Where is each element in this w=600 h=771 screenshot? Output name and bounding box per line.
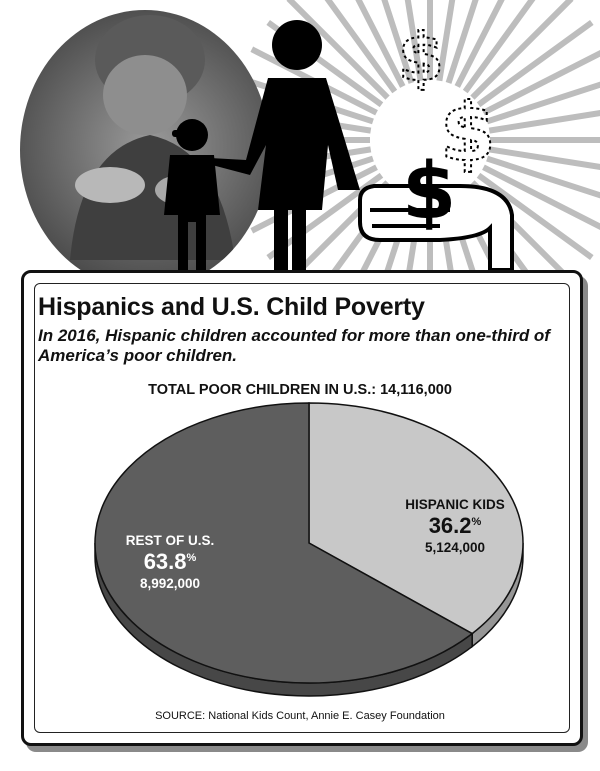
svg-text:$: $ (402, 147, 456, 237)
photo-of-child (20, 10, 270, 290)
slice-count-2: 8,992,000 (140, 576, 200, 591)
total-poor-children-label: TOTAL POOR CHILDREN IN U.S.: 14,116,000 (148, 382, 452, 398)
dollar-icon: $ $ $ (397, 18, 497, 237)
child-silhouette-icon (164, 119, 220, 270)
svg-text:$: $ (398, 19, 444, 96)
chart-subtitle: In 2016, Hispanic children accounted for… (38, 326, 550, 365)
header-illustration: $ $ $ (20, 0, 600, 290)
slice-label-2: REST OF U.S. (126, 533, 215, 548)
chart-card-inner-border (34, 283, 570, 733)
slice-label-1: HISPANIC KIDS (405, 497, 505, 512)
svg-text:$: $ (440, 86, 496, 179)
chart-title: Hispanics and U.S. Child Poverty (38, 293, 425, 321)
woman-silhouette-icon (210, 20, 360, 270)
pie-slice-1 (308, 402, 524, 635)
chart-source: SOURCE: National Kids Count, Annie E. Ca… (155, 710, 445, 722)
slice-count-1: 5,124,000 (425, 540, 485, 555)
pie-slice-2 (94, 402, 474, 684)
